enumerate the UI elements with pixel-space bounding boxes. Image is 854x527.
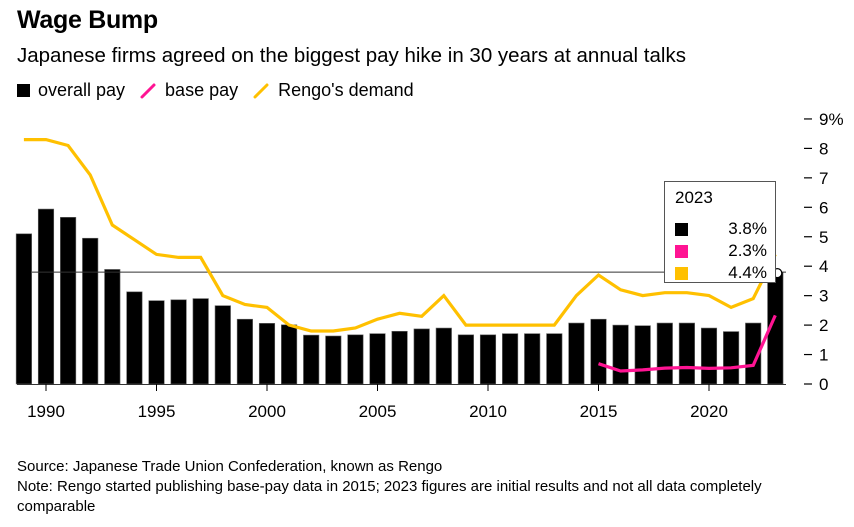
legend-label: overall pay: [38, 80, 126, 100]
bar-1991: [60, 217, 77, 385]
y-tick-label: 5: [819, 228, 828, 247]
y-tick-label: 8: [819, 139, 828, 158]
y-tick-label: 6: [819, 198, 828, 217]
bar-2003: [325, 335, 342, 385]
bar-2015: [590, 318, 607, 385]
tooltip-year: 2023: [675, 188, 713, 207]
x-tick-label: 2000: [248, 402, 286, 421]
bar-1995: [148, 300, 165, 385]
source-note: Source: Japanese Trade Union Confederati…: [17, 458, 443, 475]
footer: Source: Japanese Trade Union Confederati…: [17, 457, 837, 517]
bar-2006: [391, 330, 408, 385]
bar-2014: [568, 322, 585, 385]
bar-1992: [82, 237, 99, 385]
bar-2008: [435, 327, 452, 385]
legend-item-base-pay: base pay: [139, 80, 238, 101]
tooltip-value: 3.8%: [728, 219, 767, 238]
y-tick-label: 1: [819, 346, 828, 365]
tooltip-value: 2.3%: [728, 241, 767, 260]
tooltip-swatch-icon: [675, 244, 688, 258]
x-tick-label: 2010: [469, 402, 507, 421]
tooltip-row-overall-pay: 3.8%: [675, 218, 767, 240]
bar-2016: [612, 324, 629, 385]
tooltip-row-base-pay: 2.3%: [675, 240, 767, 262]
y-tick-label: 7: [819, 169, 828, 188]
chart-subtitle: Japanese firms agreed on the biggest pay…: [17, 44, 686, 67]
data-note: Note: Rengo started publishing base-pay …: [17, 478, 762, 515]
bar-2009: [457, 334, 474, 385]
x-tick-label: 1990: [27, 402, 65, 421]
bar-2004: [347, 334, 364, 385]
legend-square-icon: [17, 84, 30, 97]
bar-2001: [281, 324, 298, 385]
tooltip-row-rengo-demand: 4.4%: [675, 262, 767, 284]
bar-1996: [170, 299, 187, 385]
legend-line-icon: [253, 83, 269, 98]
y-tick-label: 2: [819, 316, 828, 335]
bar-1997: [192, 298, 209, 385]
legend: overall pay base pay Rengo's demand: [17, 80, 428, 101]
x-axis: 1990 1995 2000 2005 2010 2015 2020: [17, 384, 786, 421]
bar-1999: [236, 318, 253, 385]
y-tick-label: 9%: [819, 110, 844, 129]
bar-2020: [700, 327, 718, 385]
y-tick-label: 4: [819, 257, 828, 276]
bar-2019: [678, 322, 695, 385]
tooltip-2023: 2023 3.8% 2.3% 4.4%: [664, 181, 776, 283]
y-tick-label: 3: [819, 287, 828, 306]
bar-2000: [258, 323, 276, 385]
bar-2013: [546, 333, 563, 385]
bar-2012: [524, 333, 541, 385]
legend-label: base pay: [165, 80, 239, 100]
bar-1989: [15, 233, 32, 385]
tooltip-swatch-icon: [675, 222, 688, 236]
legend-label: Rengo's demand: [278, 80, 414, 100]
bar-2021: [723, 331, 740, 385]
line-rengo-s-demand: [23, 138, 777, 333]
bar-2017: [634, 325, 651, 385]
bar-1993: [104, 269, 121, 385]
bar-2010: [479, 334, 497, 385]
bar-2002: [303, 334, 320, 385]
tooltip-value: 4.4%: [728, 263, 767, 282]
legend-item-rengo-demand: Rengo's demand: [252, 80, 414, 101]
bar-1990: [37, 208, 55, 385]
line-base-pay: [597, 314, 777, 373]
bar-2018: [656, 322, 673, 385]
y-tick-label: 0: [819, 375, 828, 394]
bar-1994: [126, 291, 143, 385]
x-tick-label: 2020: [690, 402, 728, 421]
x-tick-label: 2005: [359, 402, 397, 421]
legend-item-overall-pay: overall pay: [17, 80, 125, 101]
chart-title: Wage Bump: [17, 6, 158, 34]
bar-2007: [413, 328, 430, 385]
bars-group: [15, 208, 784, 385]
bar-2005: [369, 333, 386, 385]
bar-1998: [214, 305, 231, 385]
bar-2011: [502, 333, 519, 385]
y-axis: 0 1 2 3 4 5 6 7 8 9%: [804, 110, 844, 394]
legend-line-icon: [140, 83, 156, 98]
tooltip-swatch-icon: [675, 266, 688, 280]
x-tick-label: 1995: [138, 402, 176, 421]
x-tick-label: 2015: [580, 402, 618, 421]
